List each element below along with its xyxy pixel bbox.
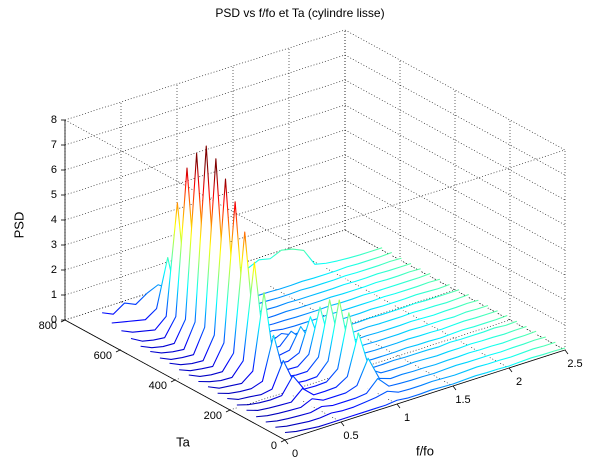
curve-mask — [179, 201, 460, 383]
z-tick-label: 8 — [51, 114, 57, 126]
x-tick-label: 1 — [404, 412, 410, 424]
psd-curve — [284, 347, 566, 434]
curve-mask — [285, 348, 565, 440]
curve-mask — [227, 300, 508, 409]
psd-curve — [275, 341, 556, 428]
curve-mask — [275, 342, 556, 435]
curve-mask — [121, 202, 402, 351]
curve-mask — [246, 326, 527, 419]
grid-line — [64, 29, 346, 121]
z-tick-label: 5 — [51, 189, 57, 201]
psd-curve — [159, 158, 441, 360]
grid-line — [64, 54, 346, 146]
x-tick — [508, 367, 513, 373]
psd-curve — [140, 152, 421, 349]
curve-mask — [188, 232, 469, 388]
z-tick-label: 1 — [51, 289, 57, 301]
z-tick-label: 7 — [51, 139, 57, 151]
curve-mask — [256, 331, 537, 425]
z-tick-label: 3 — [51, 239, 57, 251]
x-tick-label: 2.5 — [567, 358, 582, 370]
x-tick — [452, 385, 457, 391]
x-tick — [284, 439, 289, 445]
psd-curve — [236, 312, 518, 406]
z-tick-label: 2 — [51, 264, 57, 276]
y-tick — [170, 379, 176, 383]
psd-curve — [150, 145, 431, 354]
grid-line — [64, 79, 346, 171]
psd-curve — [130, 167, 412, 342]
grid-line — [344, 104, 566, 226]
x-tick-label: 2 — [516, 376, 522, 388]
psd-curve — [121, 202, 402, 333]
curve-mask — [169, 179, 450, 377]
psd-curve — [265, 336, 546, 423]
y-tick — [115, 349, 121, 353]
psd-curve — [256, 330, 537, 418]
y-tick-label: 200 — [204, 410, 222, 422]
grid-line — [64, 104, 346, 196]
z-tick-label: 0 — [51, 314, 57, 326]
y-tick — [225, 409, 231, 413]
z-tick-label: 6 — [51, 164, 57, 176]
z-axis-label: PSD — [11, 212, 26, 239]
y-tick-label: 0 — [271, 440, 277, 452]
curve-mask — [198, 262, 479, 393]
x-tick-label: 0.5 — [343, 430, 358, 442]
y-tick-label: 400 — [149, 380, 167, 392]
curve-mask — [265, 337, 546, 430]
curve-mask — [159, 158, 440, 372]
box-edge — [284, 149, 566, 241]
curve-mask — [150, 146, 431, 367]
x-tick — [564, 349, 569, 355]
y-tick — [280, 439, 286, 443]
y-tick-label: 600 — [94, 350, 112, 362]
y-tick-label: 800 — [39, 320, 57, 332]
y-axis-label: Ta — [176, 434, 191, 449]
axis-line — [284, 349, 566, 441]
x-tick — [340, 421, 345, 427]
psd-curve — [246, 325, 527, 411]
x-tick-label: 1.5 — [455, 394, 470, 406]
x-tick — [396, 403, 401, 409]
curve-mask — [131, 168, 411, 356]
curve-mask — [140, 153, 421, 362]
chart-title: PSD vs f/fo et Ta (cylindre lisse) — [215, 6, 384, 20]
z-tick-label: 4 — [51, 214, 57, 226]
x-tick-label: 0 — [292, 448, 298, 460]
x-axis-label: f/fo — [416, 443, 434, 458]
